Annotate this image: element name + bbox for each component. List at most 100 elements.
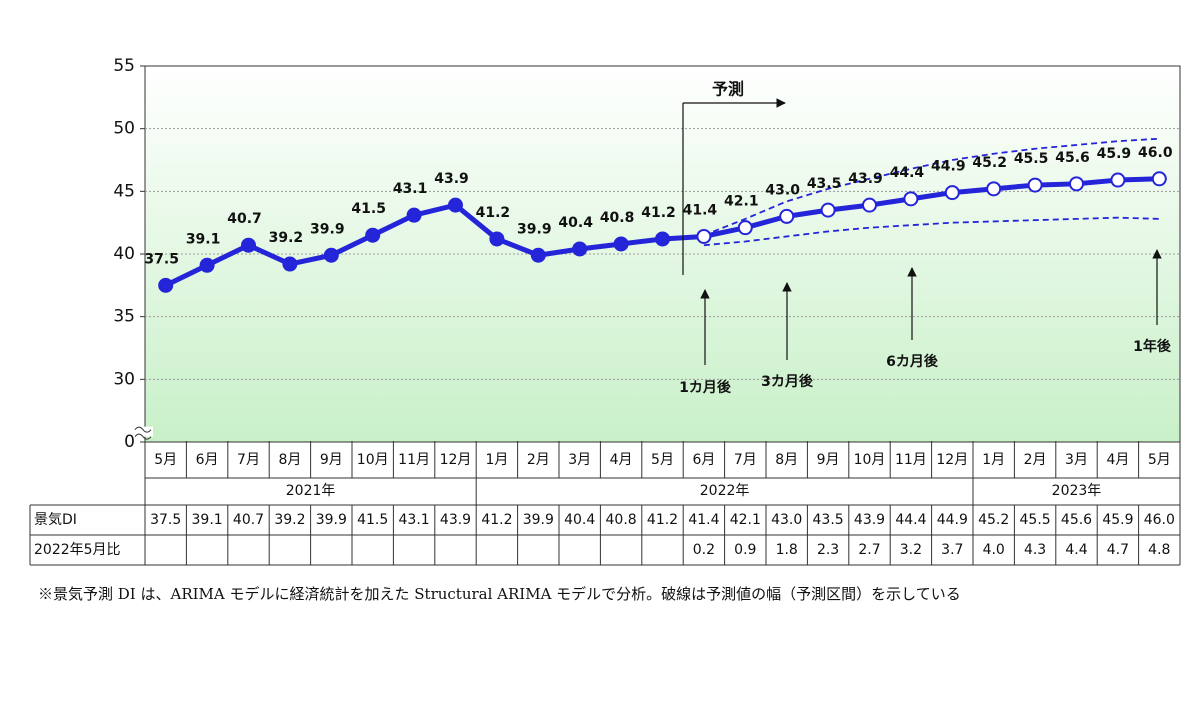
table-change: 4.8 (1148, 542, 1170, 558)
data-label: 44.4 (890, 165, 925, 181)
data-point (737, 220, 753, 236)
data-point (241, 237, 256, 253)
table-value: 43.1 (399, 512, 430, 528)
data-label: 41.2 (476, 205, 511, 221)
x-tick-label: 7月 (734, 452, 757, 468)
data-label: 40.4 (558, 215, 593, 231)
data-point (406, 207, 422, 223)
data-point (986, 181, 1002, 197)
data-point (862, 197, 877, 213)
table-change: 4.0 (983, 542, 1005, 558)
table-value: 39.1 (192, 512, 223, 528)
data-label: 45.2 (972, 155, 1007, 171)
data-label: 45.9 (1097, 146, 1132, 162)
data-label: 43.9 (434, 171, 469, 187)
x-tick-label: 6月 (692, 452, 715, 468)
data-label: 43.0 (765, 182, 800, 198)
year-label: 2023年 (1052, 483, 1102, 499)
x-tick-label: 1月 (485, 452, 508, 468)
table-value: 44.9 (937, 512, 968, 528)
table-value: 43.0 (771, 512, 802, 528)
x-tick-label: 9月 (320, 452, 343, 468)
x-tick-label: 12月 (440, 452, 472, 468)
forecast-label: 予測 (712, 80, 744, 99)
table-change: 2.3 (817, 542, 839, 558)
table-value: 39.9 (316, 512, 347, 528)
x-tick-label: 4月 (610, 452, 633, 468)
y-tick-label: 35 (113, 307, 135, 327)
data-point (903, 191, 919, 207)
data-point (944, 185, 960, 201)
data-point (365, 227, 381, 243)
table-value: 43.5 (813, 512, 844, 528)
data-table (29, 441, 1181, 566)
data-point (158, 277, 174, 293)
x-tick-label: 5月 (651, 452, 674, 468)
y-tick-label: 45 (113, 181, 135, 201)
data-point (820, 202, 836, 218)
table-change: 4.7 (1107, 542, 1129, 558)
x-tick-label: 2月 (527, 452, 550, 468)
x-tick-label: 7月 (237, 452, 260, 468)
data-point (1027, 177, 1043, 193)
data-point (1110, 172, 1126, 188)
data-label: 41.5 (351, 201, 386, 217)
x-tick-label: 8月 (775, 452, 798, 468)
footnote: ※景気予測 DI は、ARIMA モデルに経済統計を加えた Structural… (38, 585, 961, 603)
data-point (282, 256, 298, 272)
data-point (323, 247, 339, 263)
x-tick-label: 3月 (568, 452, 591, 468)
table-value: 45.5 (1020, 512, 1051, 528)
table-value: 45.2 (978, 512, 1009, 528)
table-value: 45.9 (1102, 512, 1133, 528)
table-value: 41.5 (357, 512, 388, 528)
table-value: 46.0 (1144, 512, 1175, 528)
table-value: 44.4 (895, 512, 926, 528)
x-tick-label: 11月 (398, 452, 430, 468)
table-change: 2.7 (858, 542, 880, 558)
table-value: 40.7 (233, 512, 264, 528)
x-tick-label: 9月 (817, 452, 840, 468)
data-point (489, 231, 505, 247)
y-tick-label: 50 (113, 119, 135, 139)
table-value: 42.1 (730, 512, 761, 528)
data-label: 44.9 (931, 159, 966, 175)
table-value: 39.2 (274, 512, 305, 528)
data-label: 43.9 (848, 171, 883, 187)
x-tick-label: 4月 (1106, 452, 1129, 468)
interval-upper (703, 137, 1160, 237)
data-label: 43.1 (393, 181, 428, 197)
table-value: 41.2 (647, 512, 678, 528)
x-tick-label: 10月 (854, 452, 886, 468)
data-label: 45.5 (1014, 151, 1049, 167)
table-value: 40.4 (564, 512, 595, 528)
data-label: 43.5 (807, 176, 842, 192)
table-change: 0.2 (693, 542, 715, 558)
data-label: 39.1 (186, 231, 221, 247)
year-label: 2021年 (286, 483, 336, 499)
data-point (613, 236, 629, 252)
annotation: 1カ月後 (679, 379, 732, 396)
table-value: 40.8 (606, 512, 637, 528)
table-change: 1.8 (776, 542, 798, 558)
data-label: 39.2 (269, 230, 304, 246)
table-value: 37.5 (150, 512, 181, 528)
data-label: 40.8 (600, 210, 635, 226)
data-label: 45.6 (1055, 150, 1090, 166)
table-change: 4.3 (1024, 542, 1046, 558)
data-point (1069, 176, 1084, 192)
x-tick-label: 8月 (278, 452, 301, 468)
data-point (572, 241, 588, 257)
data-label: 40.7 (227, 211, 262, 227)
table-change: 4.4 (1065, 542, 1087, 558)
row-label: 2022年5月比 (34, 542, 121, 558)
data-point (696, 228, 712, 244)
table-value: 41.4 (688, 512, 719, 528)
table-value: 43.9 (854, 512, 885, 528)
row-label: 景気DI (34, 512, 77, 528)
axis-break (134, 426, 152, 440)
table-change: 3.7 (941, 542, 963, 558)
y-tick-label: 55 (113, 56, 135, 76)
y-tick-label: 0 (124, 432, 135, 452)
